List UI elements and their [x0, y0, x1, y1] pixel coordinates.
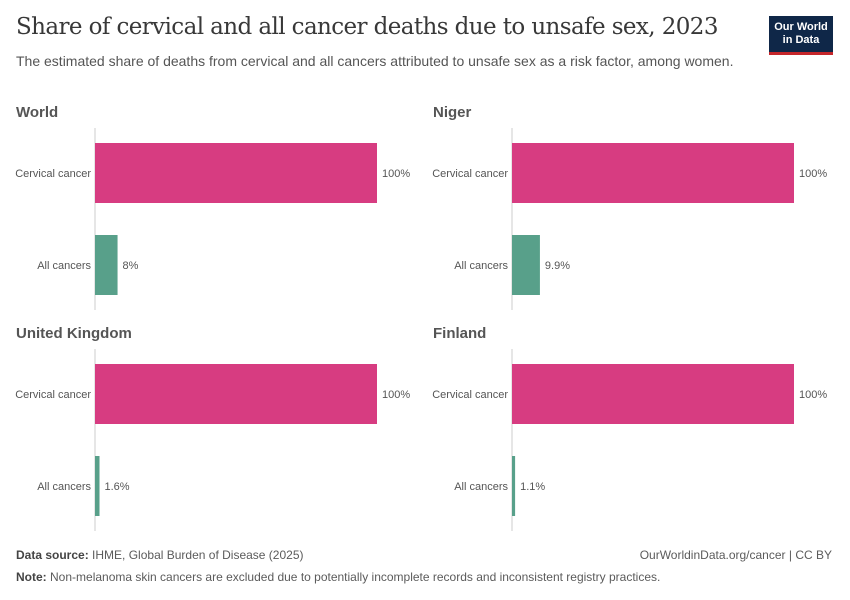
data-source: Data source: IHME, Global Burden of Dise… [16, 548, 303, 562]
logo-line2: in Data [782, 34, 820, 46]
category-label: All cancers [37, 481, 91, 493]
owid-logo[interactable]: Our World in Data [769, 16, 833, 55]
data-label: 9.9% [545, 260, 570, 272]
note-label: Note: [16, 570, 47, 584]
chart-subtitle: The estimated share of deaths from cervi… [16, 53, 734, 69]
bar [95, 456, 100, 516]
data-label: 100% [799, 389, 827, 401]
data-label: 100% [382, 168, 410, 180]
data-label: 100% [382, 389, 410, 401]
bar [512, 456, 516, 516]
bar [512, 364, 794, 424]
chart-title: Share of cervical and all cancer deaths … [16, 14, 718, 40]
bar [95, 143, 377, 203]
data-label: 8% [123, 260, 139, 272]
data-label: 1.6% [105, 481, 130, 493]
bar [95, 235, 118, 295]
logo-line1: Our World [774, 21, 828, 33]
bar [512, 235, 540, 295]
category-label: Cervical cancer [432, 389, 508, 401]
bar [95, 364, 377, 424]
category-label: All cancers [454, 260, 508, 272]
panel-title: Niger [433, 104, 472, 121]
category-label: All cancers [37, 260, 91, 272]
category-label: Cervical cancer [15, 389, 91, 401]
bar [512, 143, 794, 203]
data-label: 100% [799, 168, 827, 180]
source-url[interactable]: OurWorldinData.org/cancer | CC BY [639, 548, 832, 562]
category-label: Cervical cancer [15, 168, 91, 180]
panel-title: Finland [433, 325, 486, 342]
note-text: Non-melanoma skin cancers are excluded d… [50, 570, 661, 584]
note: Note: Non-melanoma skin cancers are excl… [16, 570, 660, 584]
data-label: 1.1% [520, 481, 545, 493]
source-text: IHME, Global Burden of Disease (2025) [92, 548, 304, 562]
panel-title: World [16, 104, 58, 121]
source-label: Data source: [16, 548, 89, 562]
panel-title: United Kingdom [16, 325, 132, 342]
category-label: Cervical cancer [432, 168, 508, 180]
category-label: All cancers [454, 481, 508, 493]
